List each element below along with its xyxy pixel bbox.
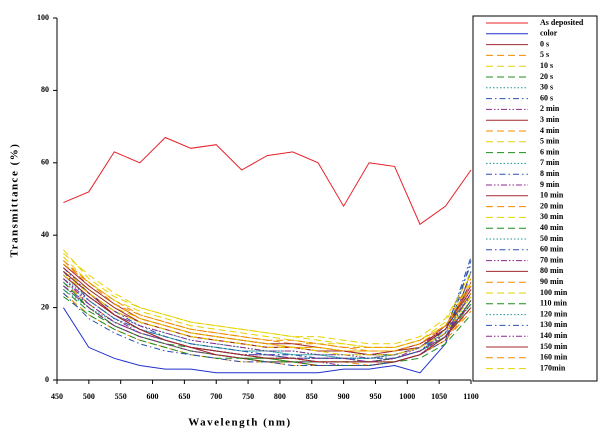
series-line (63, 274, 472, 359)
legend-label: 120 min (540, 309, 568, 318)
y-tick-label: 80 (41, 85, 49, 94)
x-tick-label: 600 (147, 392, 159, 401)
x-tick-label: 1050 (431, 392, 447, 401)
series-line (63, 252, 472, 345)
legend-label: 60 s (540, 93, 553, 102)
legend-label: As deposited (540, 18, 584, 27)
legend-label: 8 min (540, 169, 560, 178)
legend-label: 2 min (540, 104, 560, 113)
legend-label: 5 s (540, 50, 549, 59)
series-line (63, 274, 472, 356)
x-tick-label: 850 (306, 392, 318, 401)
legend-label: 10 s (540, 61, 553, 70)
y-tick-label: 60 (41, 158, 49, 167)
series-line (63, 296, 472, 366)
series-line (63, 136, 472, 226)
legend-label: 4 min (540, 126, 560, 135)
series-line (63, 260, 472, 352)
series-line (63, 263, 472, 352)
y-tick-label: 20 (41, 302, 49, 311)
legend-label: 60 min (540, 245, 564, 254)
legend-label: 150 min (540, 342, 568, 351)
x-tick-label: 1100 (463, 392, 479, 401)
legend-label: 30 s (540, 83, 553, 92)
x-tick-label: 550 (115, 392, 127, 401)
x-tick-label: 650 (178, 392, 190, 401)
series-line (63, 271, 472, 363)
legend-label: color (540, 29, 558, 38)
y-axis-title: Transmittance (%) (9, 143, 21, 258)
x-tick-label: 1000 (399, 392, 415, 401)
y-tick-label: 40 (41, 230, 49, 239)
legend-label: 10 min (540, 191, 564, 200)
x-tick-label: 750 (242, 392, 254, 401)
legend-label: 6 min (540, 147, 560, 156)
x-tick-label: 950 (369, 392, 381, 401)
legend-label: 0 s (540, 39, 549, 48)
legend-label: 30 min (540, 212, 564, 221)
x-tick-label: 900 (338, 392, 350, 401)
legend-label: 7 min (540, 158, 560, 167)
legend-label: 20 min (540, 201, 564, 210)
legend-label: 110 min (540, 299, 567, 308)
series-line (63, 263, 472, 348)
y-tick-label: 100 (37, 13, 49, 22)
x-axis-title: Wavelength (nm) (188, 417, 291, 429)
legend-label: 80 min (540, 266, 564, 275)
legend-label: 160 min (540, 353, 568, 362)
series-line (63, 278, 472, 363)
series-line (63, 260, 472, 366)
x-tick-label: 800 (274, 392, 286, 401)
legend-label: 170min (540, 363, 566, 372)
series-line (63, 278, 472, 363)
legend-label: 9 min (540, 180, 560, 189)
x-tick-label: 500 (83, 392, 95, 401)
series-line (63, 260, 472, 352)
legend-box (472, 15, 598, 382)
legend-label: 70 min (540, 255, 564, 264)
series-line (63, 256, 472, 348)
legend-label: 50 min (540, 234, 564, 243)
y-tick-label: 0 (45, 375, 49, 384)
x-tick-label: 700 (210, 392, 222, 401)
legend-label: 20 s (540, 72, 553, 81)
legend-label: 90 min (540, 277, 564, 286)
series-line (63, 267, 472, 356)
series-line (62, 271, 472, 374)
legend-label: 100 min (540, 288, 568, 297)
legend-label: 130 min (540, 320, 568, 329)
x-tick-label: 450 (51, 392, 63, 401)
legend-label: 3 min (540, 115, 560, 124)
legend-label: 5 min (540, 137, 560, 146)
legend-label: 140 min (540, 331, 568, 340)
legend-label: 40 min (540, 223, 564, 232)
